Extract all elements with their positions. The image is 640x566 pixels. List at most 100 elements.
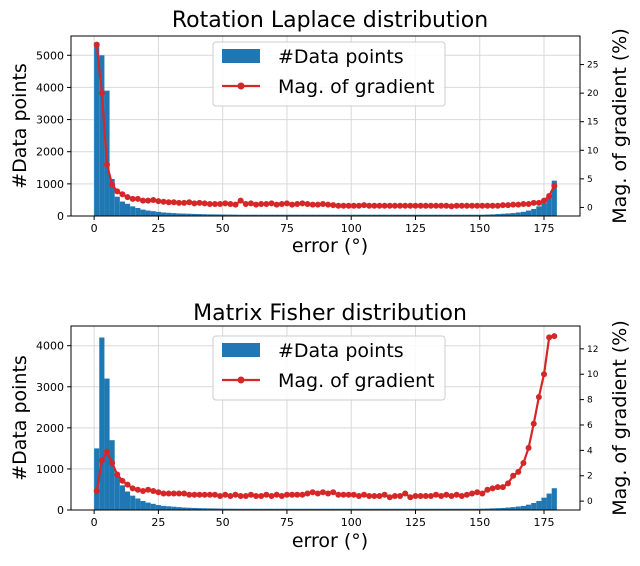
gradient-point — [129, 485, 136, 492]
histogram-bar — [443, 508, 449, 510]
histogram-bar — [294, 214, 300, 216]
x-tick-label: 50 — [216, 222, 230, 235]
x-tick-label: 25 — [151, 516, 165, 529]
legend-line-marker — [237, 376, 245, 384]
gradient-point — [397, 493, 404, 500]
histogram-bar — [181, 507, 187, 510]
histogram-bar — [551, 180, 557, 216]
gradient-point — [129, 195, 136, 202]
histogram-bar — [212, 508, 218, 510]
gradient-point — [535, 199, 542, 206]
x-tick-label: 75 — [280, 516, 294, 529]
histogram-bar — [325, 508, 331, 510]
gradient-point — [206, 201, 213, 207]
gradient-point — [484, 486, 491, 493]
histogram-bar — [335, 214, 341, 216]
histogram-bar — [402, 508, 408, 510]
gradient-point — [103, 161, 110, 168]
histogram-bar — [474, 214, 480, 216]
histogram-bar — [500, 507, 506, 510]
gradient-point — [165, 490, 172, 497]
x-axis-label: error (°) — [292, 235, 368, 257]
histogram-bar — [392, 214, 398, 216]
histogram-bar — [212, 214, 218, 216]
legend-bar-label: #Data points — [278, 46, 404, 68]
line-series — [93, 41, 558, 210]
gradient-point — [155, 198, 162, 205]
gradient-point — [155, 489, 162, 496]
histogram-bar — [433, 508, 439, 510]
x-tick-label: 125 — [405, 516, 426, 529]
legend-line-label: Mag. of gradient — [278, 76, 435, 98]
gradient-point — [222, 491, 229, 498]
gradient-point — [443, 491, 450, 498]
gradient-point — [366, 202, 373, 209]
histogram-bar — [279, 214, 285, 216]
gradient-point — [433, 491, 440, 498]
gradient-point — [211, 201, 218, 207]
bar-series — [94, 42, 557, 217]
histogram-bar — [202, 508, 208, 510]
histogram-bar — [371, 508, 377, 510]
histogram-bar — [119, 485, 125, 510]
histogram-bar — [186, 507, 192, 510]
histogram-bar — [284, 214, 290, 216]
gradient-point — [458, 202, 465, 209]
gradient-point — [253, 201, 260, 208]
y-tick-label: 4000 — [36, 81, 64, 94]
histogram-bar — [366, 214, 372, 216]
legend-box — [212, 41, 446, 107]
histogram-bar — [546, 196, 552, 216]
histogram-bar — [407, 508, 413, 510]
histogram-bar — [505, 213, 511, 216]
y-axis-label: #Data points — [9, 63, 31, 189]
histogram-bar — [340, 214, 347, 216]
gradient-point — [314, 201, 321, 208]
gradient-point — [412, 202, 419, 209]
gradient-point — [463, 491, 470, 498]
gradient-point — [263, 491, 270, 498]
gradient-point — [366, 493, 373, 500]
gradient-point — [541, 371, 548, 378]
gradient-point — [371, 202, 378, 209]
gradient-point — [381, 491, 388, 498]
gradient-point — [114, 188, 121, 195]
histogram-bar — [510, 507, 516, 510]
legend: #Data points Mag. of gradient — [212, 335, 446, 401]
y2-tick-label: 10 — [587, 370, 599, 380]
gradient-point — [551, 182, 558, 189]
legend-bar-label: #Data points — [278, 340, 404, 362]
gradient-point — [541, 197, 548, 204]
histogram-bar — [459, 214, 465, 216]
legend-bar-swatch — [222, 49, 260, 63]
gradient-point — [427, 493, 434, 500]
gradient-point — [525, 444, 532, 451]
histogram-bar — [232, 508, 239, 510]
gradient-point — [119, 477, 126, 484]
histogram-bar — [238, 508, 244, 510]
histogram-bar — [222, 214, 228, 216]
gradient-point — [386, 494, 393, 501]
histogram-bar — [263, 214, 269, 216]
histogram-bar — [160, 212, 167, 216]
histogram-bar — [433, 214, 439, 216]
gradient-point — [124, 194, 131, 201]
histogram-bar — [243, 508, 249, 510]
gradient-point — [139, 487, 146, 494]
gradient-point — [309, 489, 316, 496]
histogram-bar — [325, 214, 331, 216]
gradient-point — [469, 490, 476, 497]
histogram-bar — [387, 214, 393, 216]
histogram-bar — [546, 493, 552, 510]
histogram-bar — [155, 505, 161, 510]
gradient-point — [145, 197, 152, 204]
histogram-bar — [387, 508, 393, 510]
histogram-bar — [140, 209, 146, 216]
gradient-point — [165, 199, 172, 206]
gradient-point — [247, 200, 254, 207]
y-tick-label: 0 — [57, 504, 64, 517]
histogram-bar — [459, 508, 465, 510]
legend-line-marker — [237, 82, 245, 90]
y2-tick-label: 2 — [587, 472, 593, 482]
gradient-point — [505, 480, 512, 487]
